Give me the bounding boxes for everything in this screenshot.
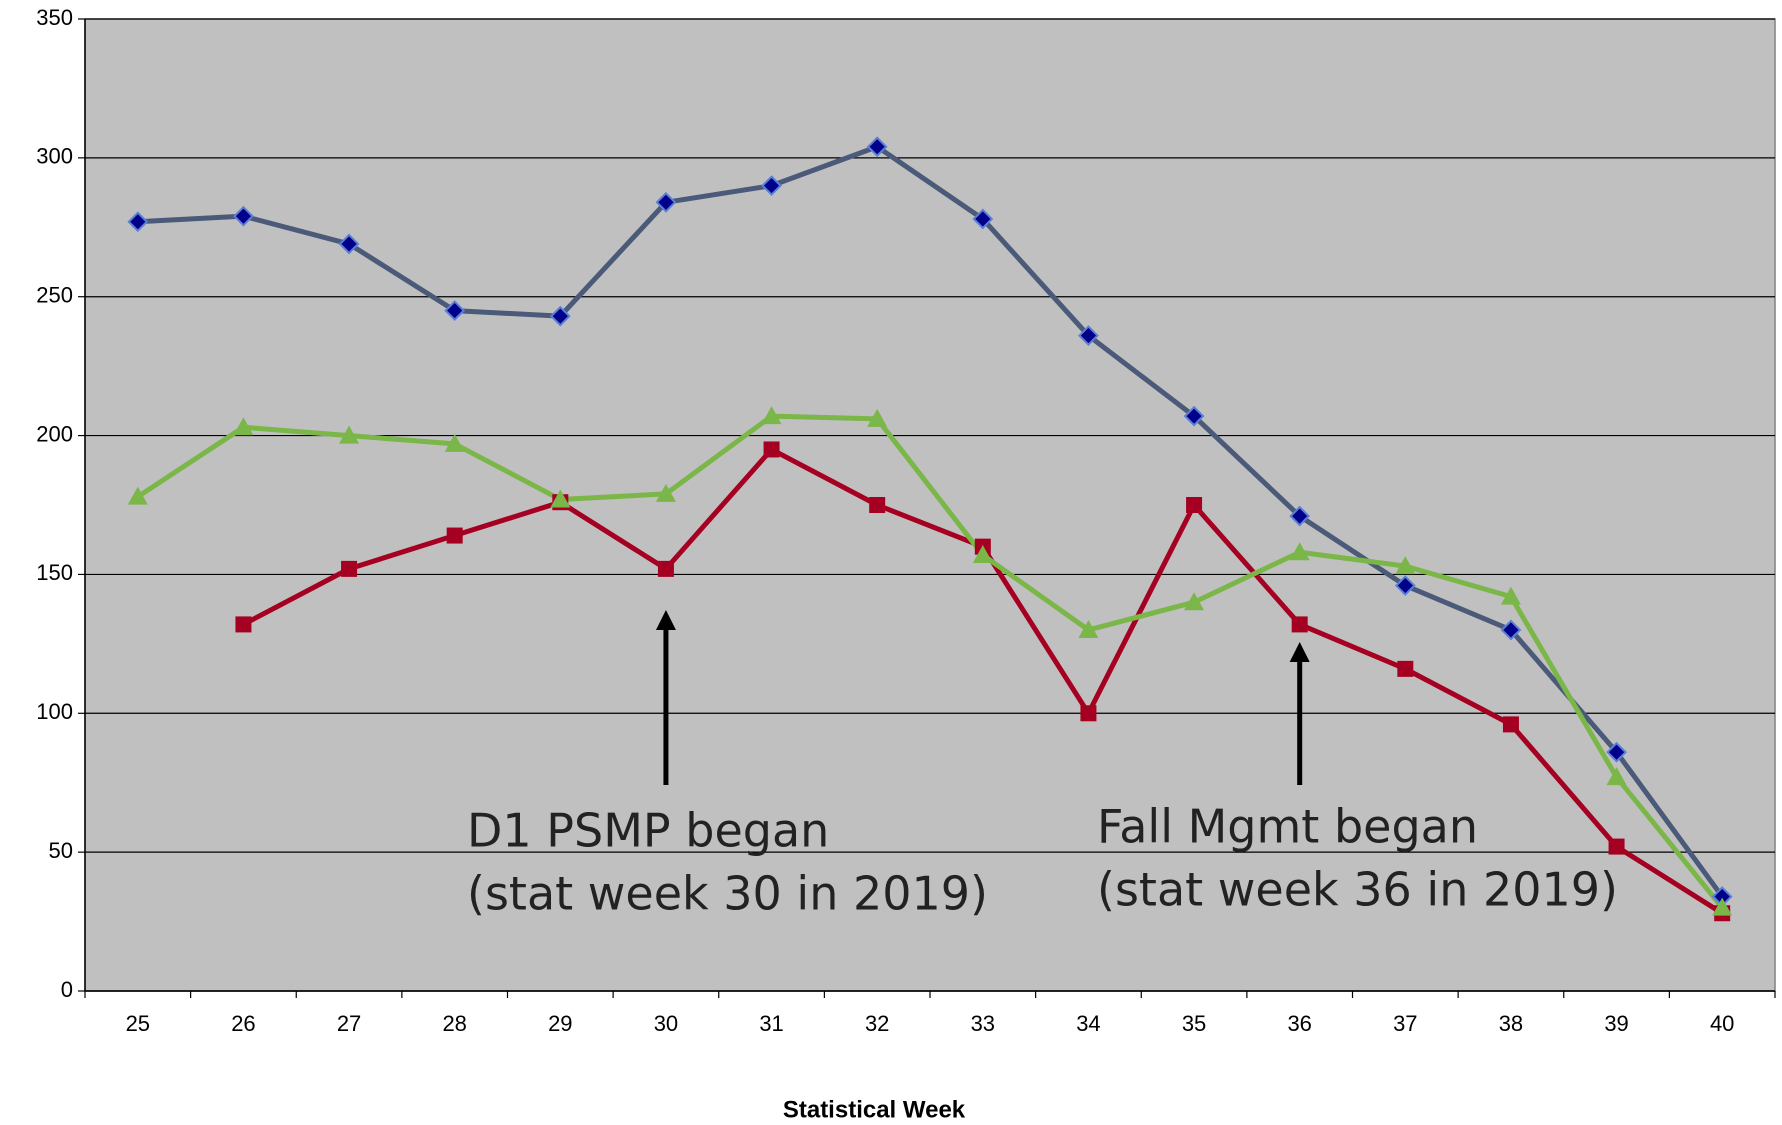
data-point — [972, 544, 993, 563]
data-point — [235, 616, 252, 633]
data-point — [763, 441, 780, 458]
data-point — [1500, 619, 1522, 641]
y-tick-label: 100 — [36, 699, 73, 724]
data-point — [1078, 619, 1099, 638]
data-point — [1394, 575, 1416, 596]
x-tick-label: 31 — [759, 1011, 783, 1036]
data-point — [1500, 586, 1521, 605]
data-point — [338, 233, 360, 255]
data-point — [127, 486, 148, 505]
data-point — [867, 408, 888, 427]
data-point — [1502, 716, 1519, 733]
x-tick-label: 25 — [126, 1011, 150, 1036]
x-tick-label: 33 — [971, 1011, 995, 1036]
data-point — [655, 483, 676, 502]
data-point — [233, 417, 254, 436]
x-tick-label: 38 — [1499, 1011, 1523, 1036]
data-point — [869, 497, 886, 513]
x-tick-label: 30 — [654, 1011, 678, 1036]
data-point — [1291, 616, 1308, 633]
data-point — [1289, 542, 1310, 561]
x-tick-label: 29 — [548, 1011, 572, 1036]
x-tick-label: 32 — [865, 1011, 889, 1036]
data-point — [1080, 705, 1097, 722]
data-point — [1606, 741, 1627, 763]
annotation-text: (stat week 30 in 2019) — [467, 867, 988, 921]
data-point — [1606, 767, 1627, 786]
y-tick-label: 350 — [36, 5, 73, 30]
y-tick-label: 200 — [36, 421, 73, 446]
plot-area — [84, 18, 1776, 992]
data-point — [1078, 325, 1099, 347]
x-tick-label: 37 — [1393, 1011, 1417, 1036]
x-tick-label: 36 — [1287, 1011, 1311, 1036]
annotation-text: (stat week 36 in 2019) — [1097, 863, 1618, 917]
data-point — [550, 489, 571, 508]
data-point — [549, 305, 571, 327]
x-tick-label: 26 — [231, 1011, 255, 1036]
data-point — [444, 300, 466, 322]
data-point — [1395, 556, 1416, 575]
x-axis-label: Statistical Week — [783, 1096, 966, 1123]
y-tick-label: 0 — [61, 977, 73, 1002]
annotation-text: D1 PSMP began — [467, 804, 829, 858]
data-point — [972, 208, 994, 230]
data-point — [657, 560, 674, 577]
y-tick-label: 300 — [36, 144, 73, 169]
data-point — [1183, 405, 1205, 427]
y-tick-label: 150 — [36, 560, 73, 585]
data-point — [761, 406, 782, 425]
data-point — [127, 211, 149, 233]
x-tick-label: 39 — [1604, 1011, 1628, 1036]
data-point — [1184, 592, 1205, 611]
data-point — [339, 425, 360, 444]
x-tick-label: 28 — [442, 1011, 466, 1036]
data-point — [866, 136, 888, 158]
y-tick-label: 50 — [49, 838, 73, 863]
x-tick-label: 27 — [337, 1011, 361, 1036]
data-point — [446, 527, 463, 544]
data-point — [1608, 838, 1625, 855]
y-tick-label: 250 — [36, 283, 73, 308]
series-line — [136, 413, 1725, 910]
data-point — [655, 191, 677, 213]
annotation-text: Fall Mgmt began — [1097, 800, 1478, 854]
data-point — [1186, 497, 1203, 513]
data-point — [444, 433, 465, 452]
data-point — [341, 560, 358, 577]
series-line — [137, 144, 1725, 899]
data-point — [761, 175, 782, 197]
data-point — [1289, 505, 1311, 527]
x-tick-label: 34 — [1076, 1011, 1100, 1036]
data-point — [1397, 660, 1414, 677]
x-tick-label: 35 — [1182, 1011, 1206, 1036]
data-point — [233, 205, 254, 227]
data-point — [1712, 897, 1733, 916]
x-tick-label: 40 — [1710, 1011, 1734, 1036]
